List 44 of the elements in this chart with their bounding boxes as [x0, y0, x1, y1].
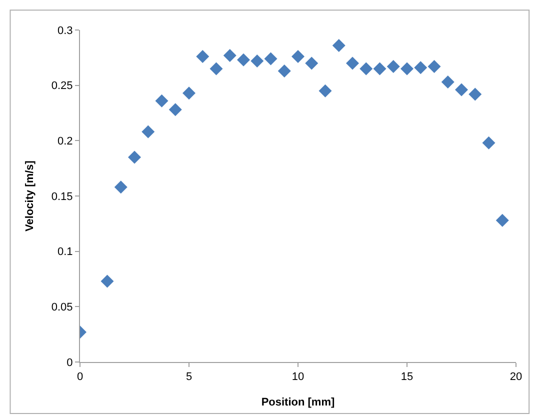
point	[278, 64, 291, 78]
point	[318, 84, 332, 98]
y-tick-label: 0	[66, 356, 73, 369]
y-tick-label: 0.25	[51, 80, 73, 92]
point	[428, 60, 441, 74]
x-tick-label: 15	[400, 371, 414, 384]
point	[482, 136, 496, 150]
point	[100, 274, 114, 288]
point	[182, 86, 196, 100]
x-tick-label: 5	[186, 371, 192, 384]
point	[264, 52, 278, 66]
x-tick-label: 10	[292, 371, 304, 384]
y-axis-title: Velocity [m/s]	[24, 160, 36, 232]
point	[441, 76, 454, 89]
point	[305, 56, 318, 70]
point	[360, 62, 373, 76]
y-tick-label: 0.05	[51, 302, 73, 314]
point	[496, 214, 509, 227]
point	[468, 88, 482, 101]
point	[250, 54, 264, 68]
x-tick-label: 0	[76, 371, 84, 384]
y-tick-label: 0.15	[51, 190, 73, 203]
x-tick-label: 20	[510, 371, 522, 384]
y-tick-label: 0.1	[58, 246, 73, 258]
point	[155, 94, 168, 108]
point	[128, 150, 141, 164]
point	[196, 50, 210, 64]
point	[223, 48, 236, 62]
point	[400, 62, 414, 76]
x-axis-title: Position [mm]	[261, 396, 335, 408]
point	[346, 56, 359, 70]
y-tick-label: 0.2	[58, 136, 73, 148]
point	[414, 61, 428, 74]
point	[210, 62, 223, 76]
point	[455, 83, 468, 96]
point	[142, 125, 155, 138]
y-tick-label: 0.3	[58, 24, 73, 37]
point	[237, 53, 250, 66]
point	[114, 180, 128, 194]
point	[332, 38, 346, 52]
point	[373, 62, 386, 76]
point	[386, 60, 400, 74]
point	[292, 50, 304, 64]
point	[168, 103, 182, 116]
